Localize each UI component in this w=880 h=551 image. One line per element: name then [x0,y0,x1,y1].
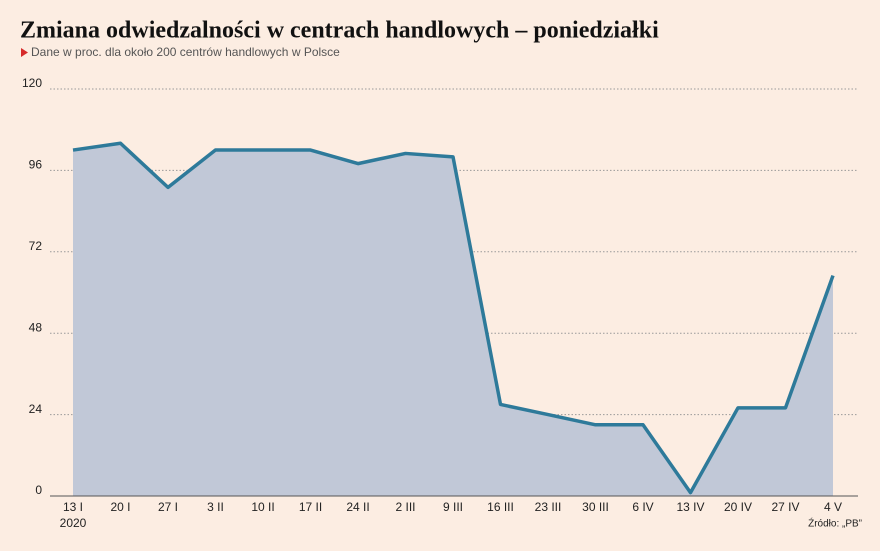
x-tick-year: 2020 [60,516,87,530]
x-tick-label: 16 III [487,500,514,514]
y-tick-label: 96 [29,158,43,172]
x-tick-label: 9 III [443,500,463,514]
x-tick-label: 20 IV [724,500,752,514]
x-tick-label: 3 II [207,500,224,514]
x-tick-label: 24 II [346,500,369,514]
y-tick-label: 120 [22,76,42,90]
x-tick-label: 30 III [582,500,609,514]
x-tick-label: 20 I [110,500,130,514]
x-tick-label: 27 I [158,500,178,514]
y-tick-label: 48 [29,320,43,334]
chart-subtitle: Dane w proc. dla około 200 centrów handl… [31,45,340,59]
y-tick-label: 72 [29,239,43,253]
subtitle-marker [21,48,28,57]
source: Źródło: „PB” [808,517,862,530]
x-tick-label: 2 III [395,500,415,514]
line [72,141,835,495]
chart-title: Zmiana odwiedzalności w centrach handlow… [20,18,659,44]
x-tick-label: 13 I [63,500,83,514]
x-tick-label: 23 III [535,500,562,514]
x-tick-label: 17 II [299,500,322,514]
x-tick-label: 13 IV [676,500,704,514]
x-tick-label: 4 V [824,500,842,514]
x-tick-label: 10 II [251,500,274,514]
y-tick-label: 0 [35,483,42,497]
y-tick-label: 24 [29,402,43,416]
x-tick-label: 27 IV [771,500,799,514]
area [73,143,833,496]
x-tick-label: 6 IV [632,500,653,514]
